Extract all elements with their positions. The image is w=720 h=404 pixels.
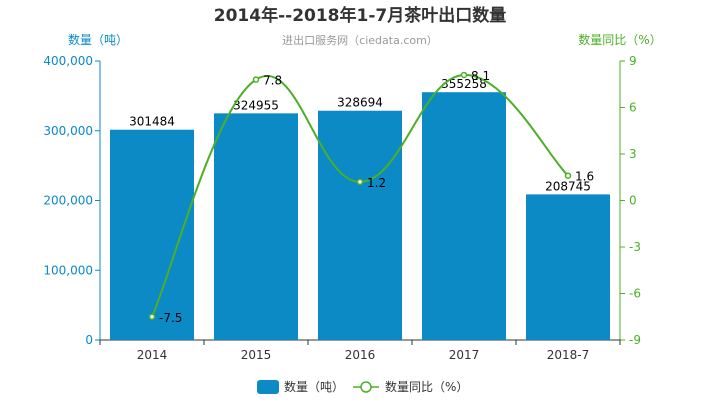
right-tick-label: 3 [629, 147, 637, 161]
bar-value-label: 324955 [233, 98, 279, 112]
left-tick-label: 200,000 [43, 194, 93, 208]
bar[interactable] [318, 110, 402, 340]
bar[interactable] [214, 113, 298, 340]
line-point[interactable] [148, 313, 156, 320]
bar[interactable] [422, 92, 506, 340]
x-tick-label: 2018-7 [547, 348, 590, 362]
line-point[interactable] [564, 172, 572, 179]
x-tick-label: 2015 [241, 348, 272, 362]
x-tick-label: 2014 [137, 348, 168, 362]
legend-label-line: 数量同比（%） [385, 379, 468, 394]
line-value-label: 1.6 [575, 170, 594, 184]
line-value-label: 8.1 [471, 69, 490, 83]
right-tick-label: 0 [629, 194, 637, 208]
x-tick-label: 2017 [449, 348, 480, 362]
left-axis-title: 数量（吨） [68, 32, 128, 47]
legend-swatch-bar [257, 380, 279, 394]
line-point[interactable] [460, 71, 468, 79]
right-tick-label: 6 [629, 101, 637, 115]
line-point[interactable] [252, 76, 260, 83]
left-tick-label: 400,000 [43, 54, 93, 68]
left-tick-label: 300,000 [43, 124, 93, 138]
legend-marker-line [360, 381, 372, 393]
right-tick-label: -6 [629, 287, 641, 301]
line-point[interactable] [356, 178, 364, 186]
legend-label-bar: 数量（吨） [284, 379, 344, 394]
legend[interactable]: 数量（吨） 数量同比（%） [257, 379, 468, 394]
x-tick-label: 2016 [345, 348, 376, 362]
bar[interactable] [526, 194, 610, 340]
right-tick-label: -3 [629, 240, 641, 254]
bar-value-label: 208745 [545, 179, 591, 193]
left-tick-label: 0 [85, 333, 93, 347]
left-tick-label: 100,000 [43, 263, 93, 277]
line-value-label: 1.2 [367, 176, 386, 190]
right-tick-label: -9 [629, 333, 641, 347]
bar-value-label: 355258 [441, 77, 487, 91]
chart-title: 2014年--2018年1-7月茶叶出口数量 [214, 5, 506, 26]
yoy-line [151, 73, 569, 318]
bar-value-label: 301484 [129, 115, 175, 129]
line-value-label: -7.5 [159, 311, 182, 325]
chart-subtitle: 进出口服务网（ciedata.com） [282, 33, 438, 47]
line-value-label: 7.8 [263, 74, 282, 88]
bar-value-label: 328694 [337, 96, 383, 110]
right-tick-label: 9 [629, 54, 637, 68]
right-axis-title: 数量同比（%） [578, 32, 661, 47]
